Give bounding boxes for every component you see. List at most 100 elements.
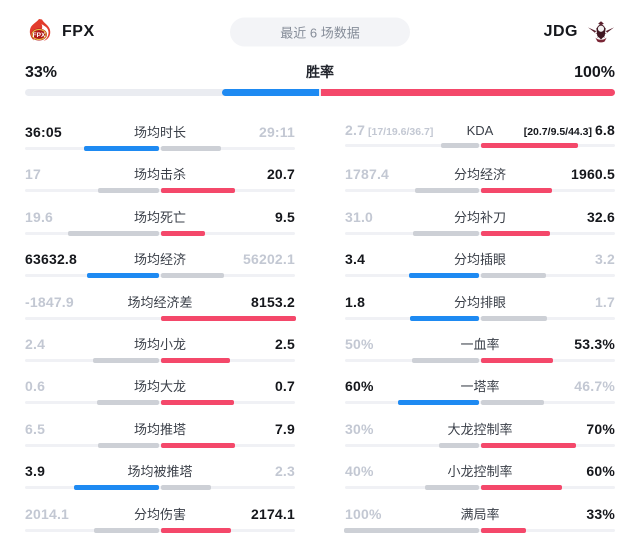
stat-right-value: 0.7 <box>274 378 295 395</box>
stat-bar-track <box>25 273 295 279</box>
stat-right-value: 7.9 <box>274 420 295 437</box>
stat-left-value: 36:05 <box>25 124 62 140</box>
team-left-name: FPX <box>62 23 95 40</box>
stat-row: 1787.4 分均经济 1960.5 <box>345 159 615 201</box>
stat-row: 40% 小龙控制率 60% <box>345 456 615 498</box>
stat-bar-right <box>481 273 547 279</box>
stats-column-right: 2.7 [17/19.6/36.7] KDA [20.7/9.5/44.3] 6… <box>344 117 615 541</box>
stat-bar-right <box>161 442 236 448</box>
stat-right-value: 1.7 <box>594 293 615 310</box>
stat-right-value: 70% <box>586 420 615 437</box>
stat-row: 60% 一塔率 46.7% <box>345 371 615 413</box>
stat-bar-track <box>345 143 615 148</box>
team-right-name: JDG <box>543 23 578 40</box>
stat-label: 分均插眼 <box>453 252 506 268</box>
stat-left-value: 30% <box>345 420 374 437</box>
stat-row: -1847.9 场均经济差 8153.2 <box>25 287 296 329</box>
stat-bar-left <box>98 188 159 194</box>
stat-bar-left <box>414 188 479 194</box>
stat-label: 场均时长 <box>133 125 186 140</box>
stat-right-value: 33% <box>586 505 615 522</box>
stat-bar-track <box>345 188 615 194</box>
stat-bar-track <box>25 146 295 151</box>
stat-bar-left <box>94 527 159 533</box>
stat-right-value: 56202.1 <box>242 251 295 268</box>
stats-column-left: 36:05 场均时长 29:11 17 场均击杀 20.7 19.6 场均死亡 … <box>25 117 296 541</box>
stat-left-value: 3.4 <box>345 251 366 268</box>
stat-label: 场均击杀 <box>133 167 186 183</box>
header: FPX FPX 最近 6 场数据 JDG <box>25 16 615 48</box>
stat-bar-track <box>25 527 295 533</box>
stat-right-value: 46.7% <box>574 378 615 395</box>
stat-bar-right <box>161 188 236 194</box>
stat-label: 场均死亡 <box>133 209 186 225</box>
team-right: JDG <box>544 18 615 46</box>
stat-bar-right <box>481 400 545 406</box>
stat-row: 2.4 场均小龙 2.5 <box>25 329 295 371</box>
stat-row: 30% 大龙控制率 70% <box>345 414 615 456</box>
stat-left-value: 50% <box>345 335 374 352</box>
stat-left-value: 63632.8 <box>25 251 78 268</box>
stat-label: 分均排眼 <box>453 294 506 310</box>
svg-text:FPX: FPX <box>33 32 46 39</box>
stat-bar-track <box>345 400 615 406</box>
stat-label: 一塔率 <box>460 379 500 395</box>
stat-row: 6.5 场均推塔 7.9 <box>25 414 295 456</box>
stat-right-value: 29:11 <box>258 124 295 140</box>
stat-bar-right <box>481 527 526 533</box>
stat-bar-right <box>161 400 234 406</box>
stat-bar-track <box>345 357 615 363</box>
stat-row: 1.8 分均排眼 1.7 <box>345 287 615 329</box>
stat-left-value: 2.4 <box>25 335 46 352</box>
stat-right-value: 9.5 <box>274 208 295 225</box>
stat-label: 场均小龙 <box>133 336 186 352</box>
stat-bar-track <box>25 400 295 406</box>
stat-bar-track <box>344 527 615 533</box>
stat-row: 3.9 场均被推塔 2.3 <box>25 456 295 498</box>
stat-bar-track <box>25 230 295 236</box>
stat-label: KDA <box>466 123 494 138</box>
stat-bar-track <box>25 442 295 448</box>
stat-row: 0.6 场均大龙 0.7 <box>25 371 295 413</box>
stat-row: 36:05 场均时长 29:11 <box>25 117 295 159</box>
winrate-left-value: 33% <box>25 64 58 81</box>
stat-bar-track <box>345 485 615 491</box>
stat-bar-left <box>96 400 159 406</box>
stat-bar-right <box>161 315 296 321</box>
team-left: FPX FPX <box>25 18 95 46</box>
stat-bar-left <box>98 442 159 448</box>
stat-left-value: 31.0 <box>345 208 374 225</box>
fpx-logo-icon: FPX <box>25 18 53 46</box>
stat-right-value: 3.2 <box>594 251 615 268</box>
stat-bar-track <box>345 273 615 279</box>
stat-row: 50% 一血率 53.3% <box>345 329 615 371</box>
stat-bar-track <box>25 357 295 363</box>
stat-bar-left <box>92 357 159 363</box>
stat-bar-left <box>411 357 479 363</box>
stat-bar-left <box>409 273 479 279</box>
stat-right-value: 53.3% <box>574 335 615 352</box>
stat-bar-left <box>409 315 479 321</box>
stat-bar-right <box>161 230 205 236</box>
winrate-section: 33% 胜率 100% <box>25 62 615 96</box>
stat-left-value: 17 <box>25 166 41 183</box>
stat-bar-right <box>161 273 225 279</box>
stat-left-value: 2.7 [17/19.6/36.7] <box>345 122 434 138</box>
stat-row: 2.7 [17/19.6/36.7] KDA [20.7/9.5/44.3] 6… <box>345 117 615 159</box>
stat-left-value: 3.9 <box>25 463 46 480</box>
stat-bar-right <box>481 315 547 321</box>
stat-left-value: 6.5 <box>25 420 46 437</box>
stat-bar-left <box>68 230 159 236</box>
data-range-pill[interactable]: 最近 6 场数据 <box>230 17 410 47</box>
stat-bar-left <box>87 273 159 279</box>
stat-right-value: 2.3 <box>274 463 295 480</box>
stats-grid: 36:05 场均时长 29:11 17 场均击杀 20.7 19.6 场均死亡 … <box>25 117 615 541</box>
stat-left-value: 60% <box>345 378 374 395</box>
winrate-label: 胜率 <box>306 64 334 80</box>
winrate-bar <box>25 89 615 96</box>
stat-label: 场均大龙 <box>133 379 186 395</box>
stat-label: 满局率 <box>460 506 500 522</box>
stat-right-value: 2174.1 <box>250 505 295 522</box>
stat-bar-right <box>481 357 553 363</box>
